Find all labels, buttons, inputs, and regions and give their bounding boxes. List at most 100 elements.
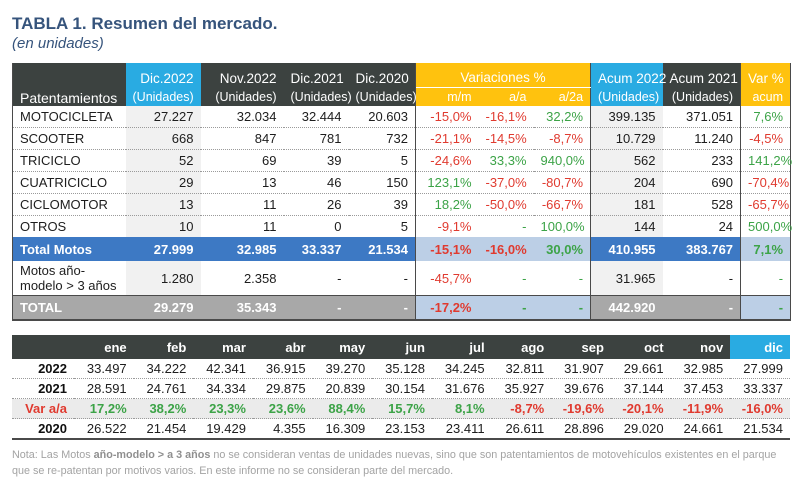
col-header-acum-2021: Acum 2021 xyxy=(662,63,742,88)
units-cell: 13 xyxy=(200,171,284,194)
page-subtitle: (en unidades) xyxy=(12,35,104,52)
units-cell: 30.154 xyxy=(372,378,432,399)
row-label: Total Motos xyxy=(12,237,126,261)
variation-cell: -9,1% xyxy=(415,215,479,237)
units-cell: 5 xyxy=(348,149,416,172)
units-cell: 11 xyxy=(200,215,284,237)
acum-cell: 410.955 xyxy=(590,237,663,261)
variation-cell: 17,2% xyxy=(74,398,134,419)
subheader-aa: a/a xyxy=(478,87,534,106)
footnote: Nota: Las Motos año-modelo > a 3 años no… xyxy=(12,448,784,479)
units-cell: 31.676 xyxy=(431,378,492,399)
variation-cell: 940,0% xyxy=(533,149,592,172)
category-row: OTROS 10 11 0 5 -9,1% -100,0% 144 24 500,0% xyxy=(12,215,792,237)
units-cell: 4.355 xyxy=(252,418,313,439)
units-cell: 11 xyxy=(200,193,284,216)
month-header-nov: nov xyxy=(670,335,731,359)
month-header-feb: feb xyxy=(133,335,194,359)
year-label: 2021 xyxy=(12,378,74,399)
variation-cell: -15,1% xyxy=(415,237,479,261)
variation-cell: -8,7% xyxy=(533,127,592,150)
acum-cell: 371.051 xyxy=(662,106,742,128)
row-label: CUATRICICLO xyxy=(12,171,126,194)
units-cell: 35.927 xyxy=(491,378,552,399)
motos-antiguas-row: Motos año-modelo > 3 años 1.280 2.358- - -45… xyxy=(13,261,791,296)
col-header-patentamientos: Patentamientos xyxy=(12,63,126,106)
var-acum-cell: 7,1% xyxy=(740,237,791,261)
units-cell: 668 xyxy=(125,127,201,150)
summary-header-row-1: Patentamientos Dic.2022 Nov.2022 Dic.202… xyxy=(12,63,791,106)
variation-cell: -21,1% xyxy=(415,127,479,150)
units-cell: 35.128 xyxy=(385,361,425,376)
units-cell: 732 xyxy=(348,127,416,150)
units-cell: - xyxy=(348,261,416,296)
units-cell: 10 xyxy=(125,215,201,237)
units-cell: 23.411 xyxy=(431,418,492,439)
units-cell: 24.761 xyxy=(133,378,194,399)
variation-cell: 32,2% xyxy=(533,106,592,128)
grand-total-row: TOTAL 29.279 35.343- - -17,2% - -442.920- - xyxy=(12,295,791,320)
col-header-acum-2022: Acum 2022 xyxy=(590,63,666,88)
row-label: TOTAL xyxy=(12,295,126,320)
units-cell: 29.661 xyxy=(623,361,664,376)
variation-cell: 30,0% xyxy=(533,237,592,261)
units-cell: - xyxy=(283,295,349,320)
units-cell: 13 xyxy=(125,193,201,216)
units-cell: 26 xyxy=(283,193,349,216)
variation-cell: 38,2% xyxy=(133,398,194,419)
month-header-may: may xyxy=(312,335,373,359)
units-cell: 33.337 xyxy=(283,237,349,261)
subheader-acum: acum xyxy=(740,87,791,106)
variation-cell: - xyxy=(478,295,534,320)
units-cell: 36.915 xyxy=(265,361,306,376)
subheader-unidades-acum-2021: (Unidades) xyxy=(662,87,742,106)
units-cell: 46 xyxy=(283,171,349,194)
units-cell: 34.245 xyxy=(444,361,485,376)
units-cell: 33.497 xyxy=(86,361,127,376)
units-cell: 16.309 xyxy=(312,418,373,439)
units-cell: 37.144 xyxy=(610,378,671,399)
units-cell: 52 xyxy=(125,149,201,172)
monthly-row-2021: 2021 28.591 24.761 34.334 29.875 20.839 30.154… xyxy=(12,378,790,399)
category-row: MOTOCICLETA 27.227 32.034 32.444 20.603 -15,0… xyxy=(13,106,791,128)
row-label: Motos año-modelo > 3 años xyxy=(20,263,117,293)
units-cell: 29.020 xyxy=(610,418,671,439)
var-acum-cell: 7,6% xyxy=(753,109,784,124)
units-cell: 34.334 xyxy=(193,378,253,399)
units-cell: 39 xyxy=(283,149,349,172)
variation-cell: - xyxy=(533,261,592,296)
variation-cell: -20,1% xyxy=(610,398,671,419)
units-cell: 32.985 xyxy=(683,361,724,376)
units-cell: 847 xyxy=(200,127,284,150)
units-cell: 781 xyxy=(283,127,349,150)
units-cell: 32.985 xyxy=(200,237,284,261)
monthly-row-var-a-a: Var a/a 17,2% 38,2% 23,3% 23,6% 88,4% 15,7% 8,1… xyxy=(12,398,790,419)
subheader-mm: m/m xyxy=(415,87,479,106)
row-label: OTROS xyxy=(12,215,126,237)
acum-cell: 10.729 xyxy=(590,127,663,150)
units-cell: 28.896 xyxy=(551,418,611,439)
month-header-abr: abr xyxy=(252,335,313,359)
year-label: 2022 xyxy=(38,361,67,376)
month-header-sep: sep xyxy=(551,335,611,359)
subheader-unidades-nov-2022: (Unidades) xyxy=(200,87,284,106)
subheader-unidades-acum-2022: (Unidades) xyxy=(590,87,663,106)
units-cell: 26.522 xyxy=(74,418,134,439)
units-cell: 39.270 xyxy=(325,361,366,376)
acum-cell: - xyxy=(662,295,742,320)
units-cell: 2.358 xyxy=(243,270,277,286)
month-header-mar: mar xyxy=(193,335,253,359)
var-acum-cell: -70,4% xyxy=(740,171,791,194)
month-header-jul: jul xyxy=(431,335,492,359)
acum-cell: 24 xyxy=(662,215,742,237)
acum-cell: 233 xyxy=(662,149,742,172)
units-cell: 32.811 xyxy=(505,361,545,376)
units-cell: 20.839 xyxy=(312,378,373,399)
variation-cell: -14,5% xyxy=(478,127,534,150)
variation-cell: -50,0% xyxy=(478,193,534,216)
monthly-row-2022: 2022 33.497 34.222 42.341 36.915 39.270 35.128… xyxy=(12,359,790,379)
variation-cell: 8,1% xyxy=(431,398,492,419)
units-cell: 21.534 xyxy=(730,418,790,439)
acum-cell: 11.240 xyxy=(662,127,742,150)
